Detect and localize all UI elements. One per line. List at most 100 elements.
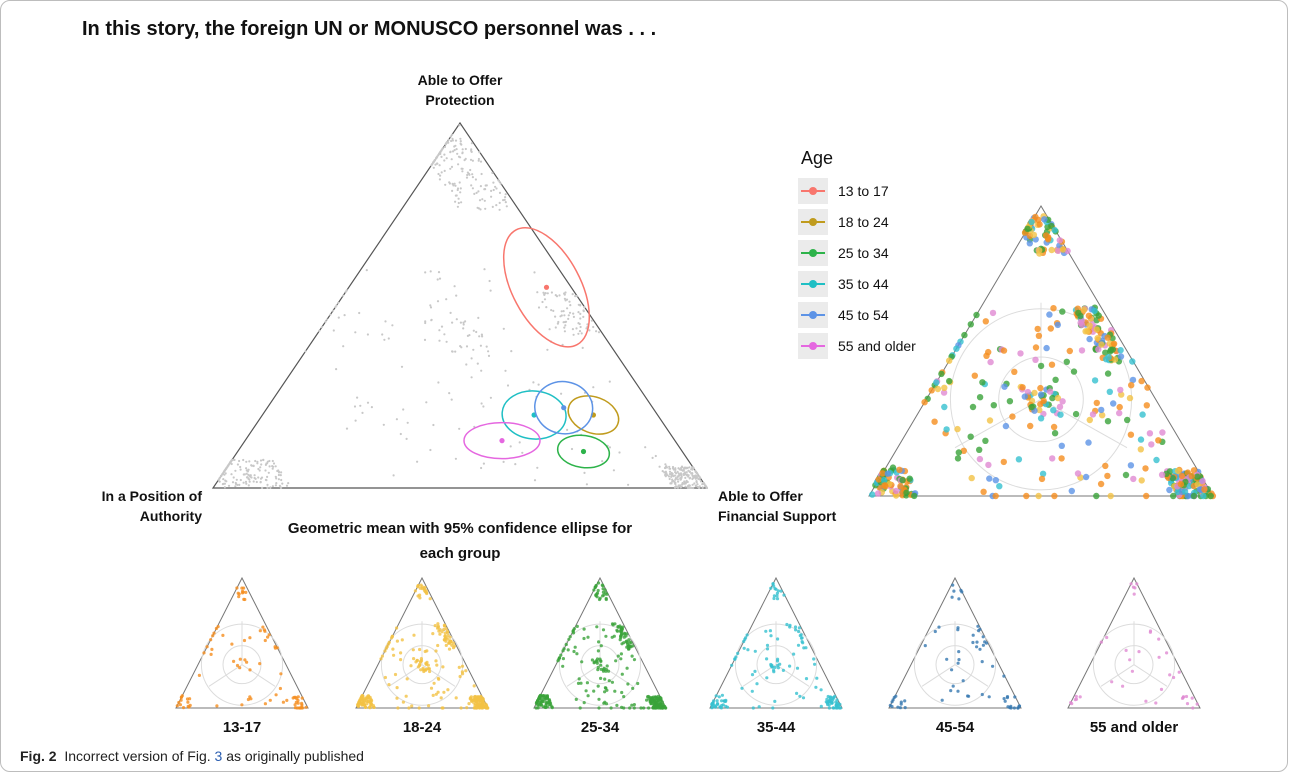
background-point: [585, 483, 589, 486]
respondent-point: [401, 700, 405, 704]
ellipse-note: Geometric mean with 95% confidence ellip…: [287, 520, 633, 562]
background-point: [259, 466, 262, 469]
background-point: [680, 466, 683, 470]
background-point: [392, 474, 395, 477]
background-point: [488, 279, 491, 283]
respondent-point: [982, 318, 989, 325]
background-point: [694, 476, 697, 479]
respondent-point: [244, 590, 248, 595]
background-point: [658, 465, 661, 468]
background-point: [558, 294, 561, 297]
respondent-point: [978, 627, 982, 631]
respondent-point: [540, 697, 544, 701]
respondent-point: [951, 684, 955, 688]
background-point: [514, 463, 517, 466]
respondent-point: [359, 696, 363, 700]
background-point: [304, 350, 307, 353]
caption-link[interactable]: 3: [214, 748, 223, 764]
background-point: [509, 445, 512, 448]
background-point: [431, 163, 434, 166]
small-multiple-label: 18-24: [402, 719, 442, 736]
background-point: [260, 463, 263, 466]
respondent-point: [175, 704, 179, 708]
background-point: [583, 306, 586, 309]
respondent-point: [1170, 492, 1177, 500]
respondent-point: [801, 696, 806, 700]
respondent-point: [433, 624, 437, 628]
background-point: [684, 476, 687, 479]
guide-line: [775, 664, 810, 687]
respondent-point: [477, 706, 481, 710]
background-point: [505, 205, 508, 208]
background-point: [491, 205, 494, 208]
background-point: [400, 365, 404, 368]
cluster-center: [424, 318, 490, 353]
guide-line: [742, 664, 777, 687]
background-point: [429, 270, 432, 273]
background-point: [277, 470, 281, 473]
respondent-point: [976, 446, 983, 453]
respondent-point: [834, 706, 838, 710]
respondent-point: [625, 666, 629, 670]
background-point: [267, 471, 270, 474]
respondent-point: [561, 657, 566, 661]
background-point: [447, 138, 450, 141]
background-point: [680, 474, 683, 477]
background-point: [577, 303, 580, 306]
background-point: [473, 192, 476, 195]
background-point: [230, 462, 233, 466]
background-point: [670, 475, 673, 478]
background-point: [437, 153, 440, 156]
background-point: [384, 320, 387, 323]
respondent-point: [601, 584, 605, 588]
respondent-point: [819, 704, 823, 709]
respondent-point: [742, 646, 746, 650]
confidence-ellipse: [501, 390, 567, 440]
respondent-point: [444, 627, 448, 631]
background-point: [457, 201, 460, 205]
respondent-point: [566, 648, 570, 652]
respondent-point: [733, 657, 737, 661]
respondent-point: [769, 586, 773, 590]
respondent-point: [1129, 358, 1136, 365]
background-point: [250, 464, 253, 467]
respondent-point: [1159, 429, 1166, 436]
respondent-point: [632, 703, 637, 707]
respondent-point: [636, 681, 640, 686]
respondent-point: [597, 640, 601, 644]
respondent-point: [459, 706, 463, 710]
respondent-point: [626, 682, 630, 686]
respondent-point: [424, 661, 428, 666]
respondent-point: [1015, 456, 1023, 463]
respondent-point: [1129, 376, 1137, 384]
background-point: [344, 290, 347, 293]
guide-line: [954, 664, 989, 687]
respondent-point: [616, 625, 621, 629]
respondent-point: [472, 706, 476, 710]
respondent-point: [804, 646, 808, 650]
respondent-point: [586, 694, 590, 698]
respondent-point: [1105, 635, 1109, 640]
respondent-point: [431, 693, 435, 698]
guide-line: [208, 664, 243, 687]
respondent-point: [1068, 487, 1076, 495]
respondent-point: [607, 679, 611, 683]
respondent-point: [712, 704, 716, 708]
background-point: [699, 476, 702, 479]
respondent-point: [980, 488, 987, 495]
background-point: [224, 479, 227, 482]
respondent-point: [610, 680, 615, 684]
respondent-point: [1051, 430, 1059, 437]
respondent-point: [982, 437, 989, 444]
respondent-point: [627, 645, 631, 649]
background-point: [464, 320, 467, 323]
respondent-point: [1052, 376, 1059, 383]
background-point: [479, 208, 482, 211]
background-point: [455, 294, 458, 297]
respondent-point: [448, 635, 452, 639]
respondent-point: [1127, 431, 1135, 438]
respondent-point: [736, 651, 740, 656]
background-point: [425, 401, 428, 404]
background-point: [695, 481, 698, 484]
background-point: [279, 486, 283, 489]
